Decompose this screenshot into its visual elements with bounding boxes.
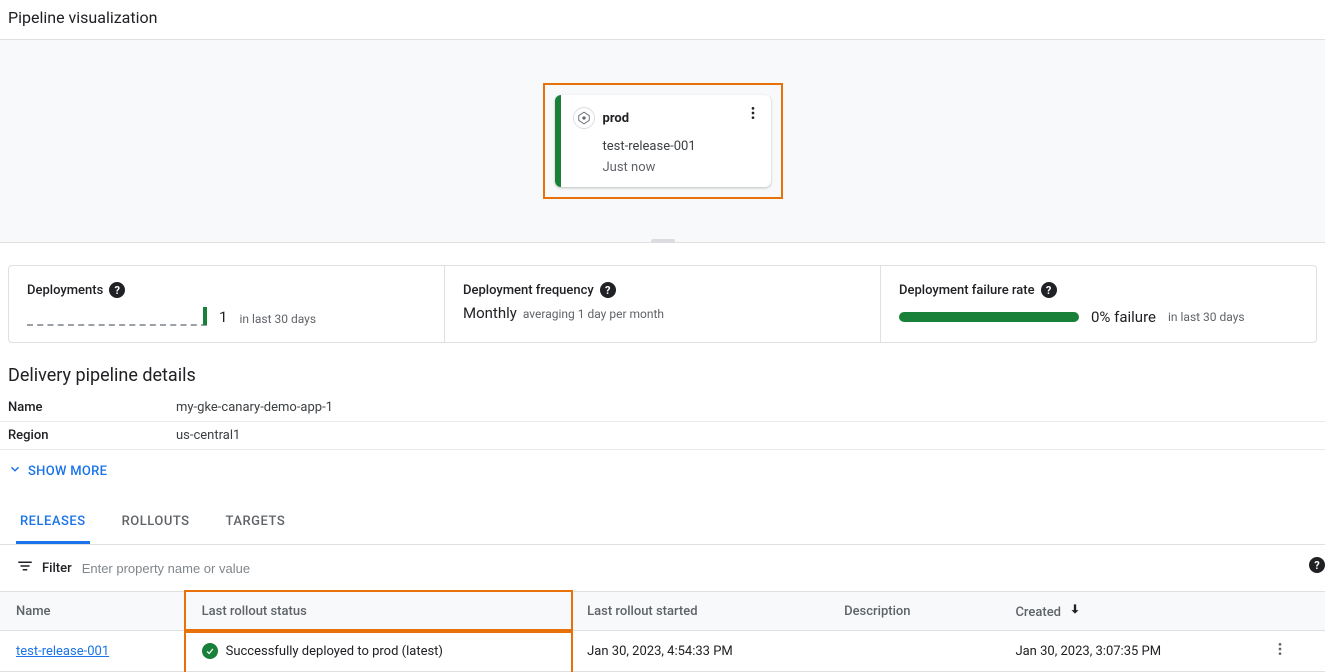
detail-name-value: my-gke-canary-demo-app-1 [176,400,333,415]
stage-name: prod [603,111,630,126]
frequency-suffix: averaging 1 day per month [523,307,664,321]
th-created[interactable]: Created [999,592,1256,631]
description-cell [828,631,999,672]
tab-targets[interactable]: TARGETS [222,500,290,544]
sort-desc-icon [1068,605,1082,620]
filter-input[interactable] [82,561,1309,576]
th-status[interactable]: Last rollout status [186,592,572,631]
filter-bar: Filter ? [0,545,1325,591]
started-cell: Jan 30, 2023, 4:54:33 PM [571,631,828,672]
metric-frequency: Deployment frequency ? Monthly averaging… [444,266,880,342]
failure-bar [899,312,1079,322]
metric-failure-label: Deployment failure rate [899,283,1035,298]
metrics-panel: Deployments ? 1 in last 30 days Deployme… [8,265,1317,343]
detail-region-label: Region [8,428,176,443]
frequency-value: Monthly [463,304,517,322]
status-text: Successfully deployed to prod (latest) [226,644,443,659]
deployments-suffix: in last 30 days [239,312,316,326]
help-icon[interactable]: ? [600,282,616,298]
stage-release: test-release-001 [603,139,761,154]
kubernetes-icon [573,107,595,129]
th-started[interactable]: Last rollout started [571,592,828,631]
show-more-button[interactable]: SHOW MORE [0,450,1325,492]
stage-more-button[interactable] [741,103,765,127]
metric-deployments-label: Deployments [27,283,103,298]
pipeline-viz-area: prod test-release-001 Just now [0,39,1325,243]
filter-label-text: Filter [42,561,72,576]
th-actions [1256,592,1325,631]
stage-time: Just now [603,160,761,175]
help-icon[interactable]: ? [1309,557,1325,573]
stage-highlight-box: prod test-release-001 Just now [543,83,783,199]
deployments-sparkline [27,308,207,326]
table-row[interactable]: test-release-001 Successfully deployed t… [0,631,1325,672]
release-link[interactable]: test-release-001 [16,644,109,659]
tabs: RELEASES ROLLOUTS TARGETS [0,500,1325,545]
filter-icon [16,557,34,579]
detail-row-name: Name my-gke-canary-demo-app-1 [0,394,1325,422]
th-name[interactable]: Name [0,592,186,631]
success-check-icon [202,643,218,659]
chevron-down-icon [8,462,22,480]
help-icon[interactable]: ? [109,282,125,298]
failure-value: 0% failure [1091,308,1156,326]
failure-suffix: in last 30 days [1168,310,1245,324]
more-vert-icon [1272,646,1288,661]
tab-rollouts[interactable]: ROLLOUTS [118,500,194,544]
show-more-label: SHOW MORE [28,464,107,479]
th-description[interactable]: Description [828,592,999,631]
help-icon[interactable]: ? [1041,282,1057,298]
created-cell: Jan 30, 2023, 3:07:35 PM [999,631,1256,672]
tab-releases[interactable]: RELEASES [16,500,90,544]
metric-frequency-label: Deployment frequency [463,283,594,298]
stage-card[interactable]: prod test-release-001 Just now [555,95,771,187]
detail-name-label: Name [8,400,176,415]
releases-table: Name Last rollout status Last rollout st… [0,591,1325,672]
resize-handle[interactable] [651,239,675,243]
detail-region-value: us-central1 [176,428,240,443]
metric-failure: Deployment failure rate ? 0% failure in … [880,266,1316,342]
viz-section-title: Pipeline visualization [0,0,1325,39]
row-more-button[interactable] [1272,646,1288,661]
detail-row-region: Region us-central1 [0,422,1325,450]
details-title: Delivery pipeline details [8,365,1317,386]
deployments-value: 1 [219,308,227,326]
more-vert-icon [745,105,761,125]
metric-deployments: Deployments ? 1 in last 30 days [9,266,444,342]
